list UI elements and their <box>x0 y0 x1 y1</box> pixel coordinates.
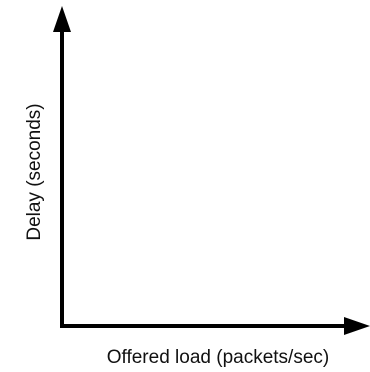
y-axis-arrowhead <box>53 6 71 32</box>
x-axis-label: Offered load (packets/sec) <box>107 347 329 368</box>
x-axis-arrowhead <box>344 317 370 335</box>
y-axis-label: Delay (seconds) <box>24 103 45 240</box>
plot-area <box>53 6 370 335</box>
